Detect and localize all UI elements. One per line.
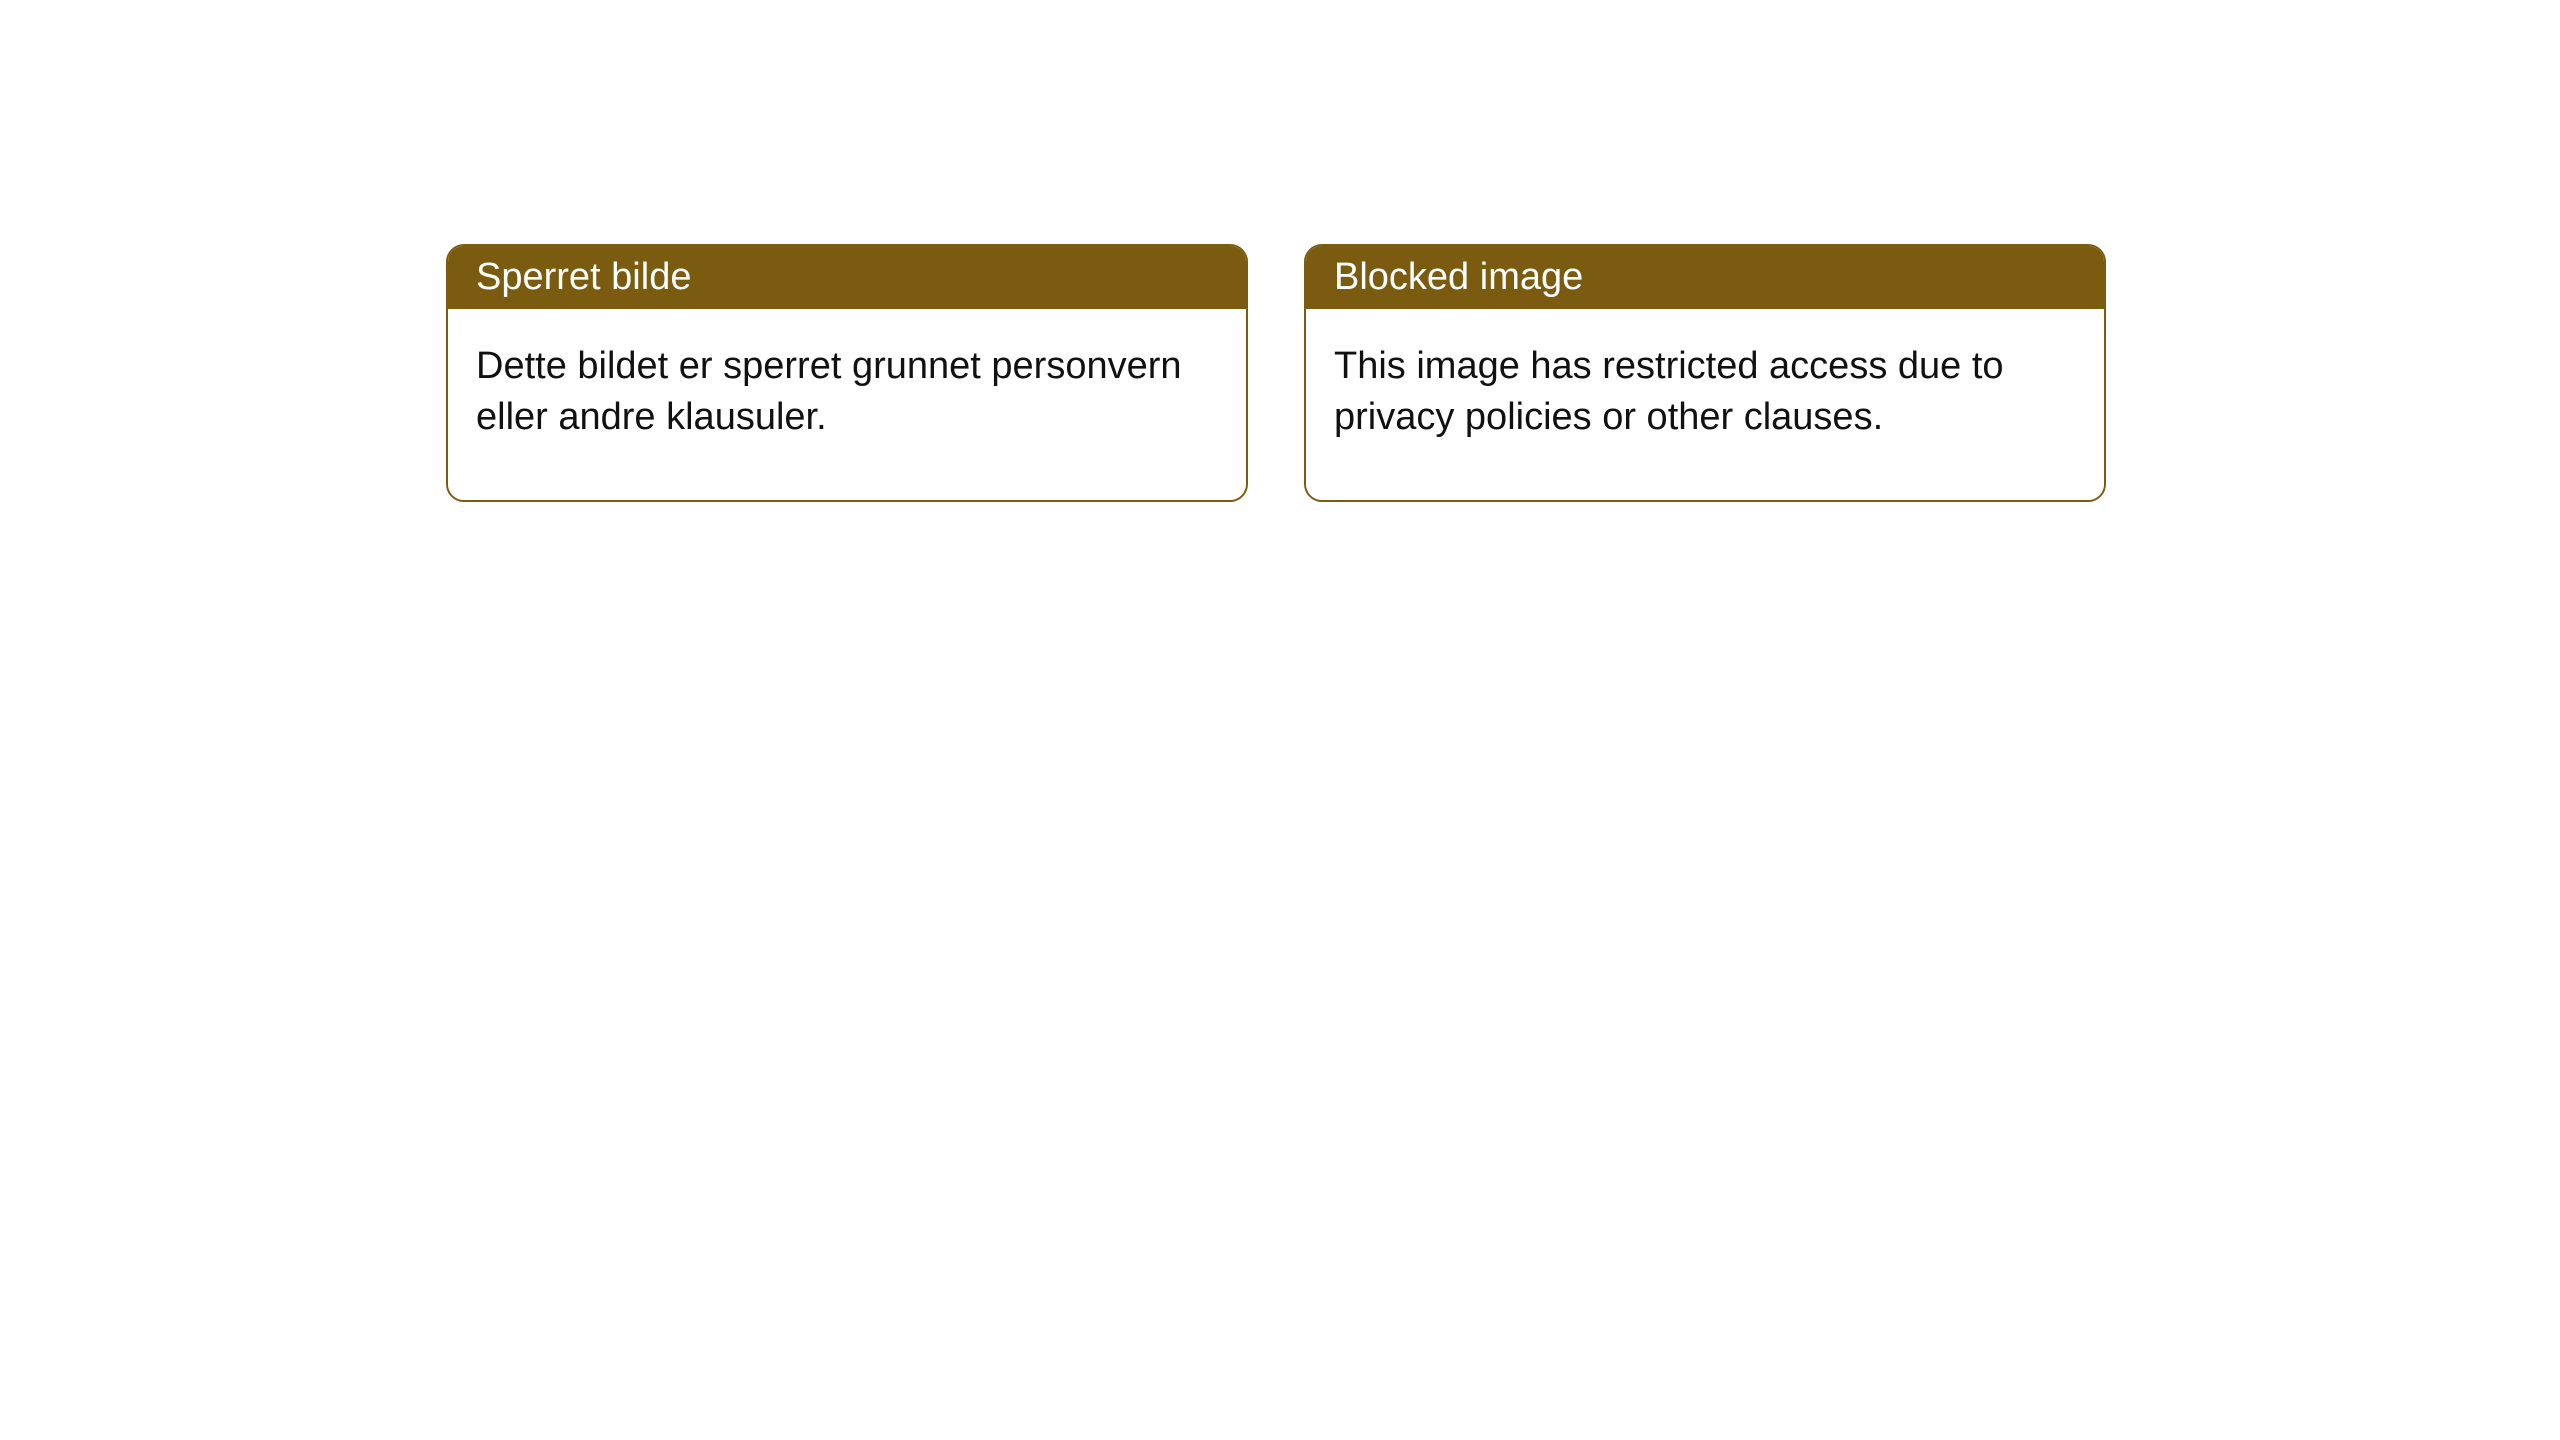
notice-title-norwegian: Sperret bilde: [448, 246, 1246, 309]
notice-container: Sperret bilde Dette bildet er sperret gr…: [446, 244, 2106, 502]
notice-text-norwegian: Dette bildet er sperret grunnet personve…: [476, 341, 1218, 444]
notice-title-english: Blocked image: [1306, 246, 2104, 309]
notice-card-english: Blocked image This image has restricted …: [1304, 244, 2106, 502]
notice-body-norwegian: Dette bildet er sperret grunnet personve…: [448, 309, 1246, 500]
notice-card-norwegian: Sperret bilde Dette bildet er sperret gr…: [446, 244, 1248, 502]
notice-body-english: This image has restricted access due to …: [1306, 309, 2104, 500]
notice-text-english: This image has restricted access due to …: [1334, 341, 2076, 444]
